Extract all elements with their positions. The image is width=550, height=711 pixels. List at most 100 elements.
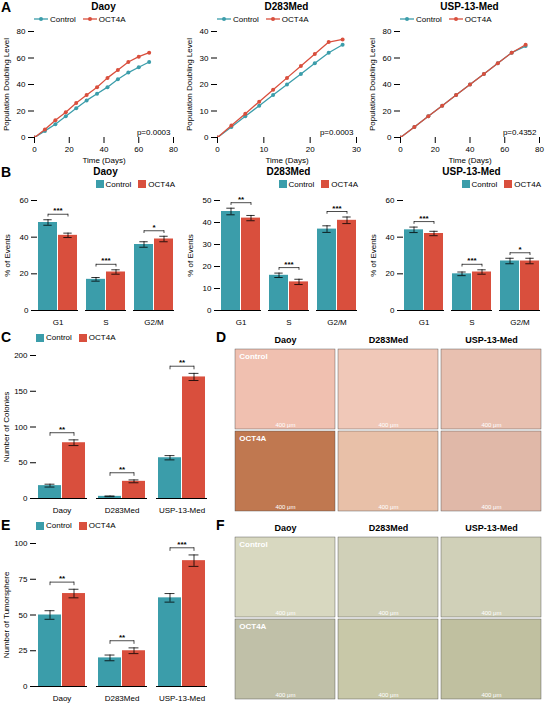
svg-text:OCT4A: OCT4A [239, 622, 266, 631]
svg-text:0: 0 [23, 494, 28, 503]
svg-text:S: S [286, 318, 291, 327]
svg-text:Daoy: Daoy [53, 694, 72, 703]
svg-text:S: S [469, 318, 474, 327]
svg-text:G1: G1 [53, 318, 64, 327]
svg-text:0: 0 [387, 133, 392, 142]
svg-text:400 μm: 400 μm [481, 610, 501, 616]
svg-text:400 μm: 400 μm [481, 692, 501, 698]
svg-text:Daoy: Daoy [274, 335, 296, 345]
svg-text:% of Events: % of Events [3, 234, 12, 277]
svg-text:% of Events: % of Events [186, 234, 195, 277]
svg-text:60: 60 [500, 145, 509, 154]
svg-text:**: ** [119, 633, 126, 642]
svg-text:G2/M: G2/M [510, 318, 530, 327]
svg-text:20: 20 [17, 107, 26, 116]
svg-text:10: 10 [203, 284, 212, 293]
svg-text:G2/M: G2/M [144, 318, 164, 327]
svg-text:Population Doubling Level: Population Doubling Level [2, 38, 11, 131]
svg-text:60: 60 [17, 54, 26, 63]
svg-text:0: 0 [21, 133, 26, 142]
svg-text:Number of Tumorsphere: Number of Tumorsphere [2, 571, 11, 658]
svg-text:D283Med: D283Med [369, 335, 409, 345]
svg-text:0: 0 [32, 145, 37, 154]
svg-text:p=0.4352: p=0.4352 [503, 128, 537, 137]
svg-text:400 μm: 400 μm [378, 692, 398, 698]
svg-text:**: ** [59, 425, 66, 434]
svg-text:30: 30 [200, 54, 209, 63]
svg-text:USP-13-Med: USP-13-Med [159, 694, 205, 703]
svg-text:400 μm: 400 μm [481, 422, 501, 428]
svg-text:50: 50 [19, 458, 28, 467]
svg-text:**: ** [119, 465, 126, 474]
svg-text:0: 0 [398, 145, 403, 154]
svg-text:*: * [152, 223, 156, 232]
svg-text:Time (Days): Time (Days) [448, 156, 492, 165]
svg-text:25: 25 [19, 646, 28, 655]
svg-text:OCT4A: OCT4A [239, 434, 266, 443]
svg-text:150: 150 [14, 387, 28, 396]
svg-text:30: 30 [352, 145, 361, 154]
svg-text:D283Med: D283Med [105, 694, 140, 703]
svg-text:***: *** [177, 540, 187, 549]
svg-text:40: 40 [20, 233, 29, 242]
svg-text:80: 80 [17, 27, 26, 36]
svg-text:0: 0 [390, 306, 395, 315]
svg-text:400 μm: 400 μm [378, 610, 398, 616]
svg-text:400 μm: 400 μm [378, 422, 398, 428]
svg-text:20: 20 [386, 269, 395, 278]
svg-text:***: *** [284, 260, 294, 269]
svg-text:10: 10 [259, 145, 268, 154]
svg-text:*: * [518, 245, 522, 254]
svg-text:20: 20 [431, 145, 440, 154]
svg-text:Daoy: Daoy [53, 506, 72, 515]
svg-text:40: 40 [203, 218, 212, 227]
svg-text:40: 40 [466, 145, 475, 154]
svg-text:G1: G1 [236, 318, 247, 327]
svg-text:60: 60 [386, 196, 395, 205]
svg-text:80: 80 [535, 145, 544, 154]
svg-text:40: 40 [200, 27, 209, 36]
svg-text:0: 0 [215, 145, 220, 154]
svg-text:40: 40 [17, 80, 26, 89]
svg-text:p=0.0003: p=0.0003 [137, 128, 171, 137]
svg-text:p=0.0003: p=0.0003 [320, 128, 354, 137]
svg-text:G1: G1 [419, 318, 430, 327]
svg-text:400 μm: 400 μm [275, 692, 295, 698]
svg-text:40: 40 [386, 233, 395, 242]
svg-text:***: *** [419, 214, 429, 223]
svg-text:60: 60 [383, 54, 392, 63]
svg-text:Control: Control [239, 540, 267, 549]
svg-text:Number of Colonies: Number of Colonies [2, 392, 11, 463]
svg-text:Population Doubling Level: Population Doubling Level [185, 38, 194, 131]
svg-text:50: 50 [203, 196, 212, 205]
svg-text:80: 80 [383, 27, 392, 36]
svg-text:***: *** [467, 256, 477, 265]
svg-text:D283Med: D283Med [369, 523, 409, 533]
svg-text:USP-13-Med: USP-13-Med [465, 335, 518, 345]
svg-text:400 μm: 400 μm [378, 504, 398, 510]
svg-text:S: S [103, 318, 108, 327]
svg-text:Time (Days): Time (Days) [265, 156, 309, 165]
svg-text:40: 40 [100, 145, 109, 154]
svg-text:20: 20 [65, 145, 74, 154]
svg-text:**: ** [59, 574, 66, 583]
svg-text:***: *** [53, 206, 63, 215]
svg-text:400 μm: 400 μm [481, 504, 501, 510]
svg-text:Control: Control [239, 352, 267, 361]
svg-text:Time (Days): Time (Days) [82, 156, 126, 165]
svg-text:100: 100 [14, 539, 28, 548]
svg-text:20: 20 [383, 107, 392, 116]
svg-text:20: 20 [203, 262, 212, 271]
svg-text:400 μm: 400 μm [275, 610, 295, 616]
svg-text:0: 0 [207, 306, 212, 315]
svg-text:USP-13-Med: USP-13-Med [159, 506, 205, 515]
svg-text:Population Doubling Level: Population Doubling Level [368, 38, 377, 131]
svg-text:60: 60 [20, 196, 29, 205]
svg-text:***: *** [332, 204, 342, 213]
svg-text:G2/M: G2/M [327, 318, 347, 327]
svg-text:20: 20 [306, 145, 315, 154]
svg-text:10: 10 [200, 107, 209, 116]
svg-text:0: 0 [23, 682, 28, 691]
svg-text:30: 30 [203, 240, 212, 249]
svg-text:% of Events: % of Events [369, 234, 378, 277]
